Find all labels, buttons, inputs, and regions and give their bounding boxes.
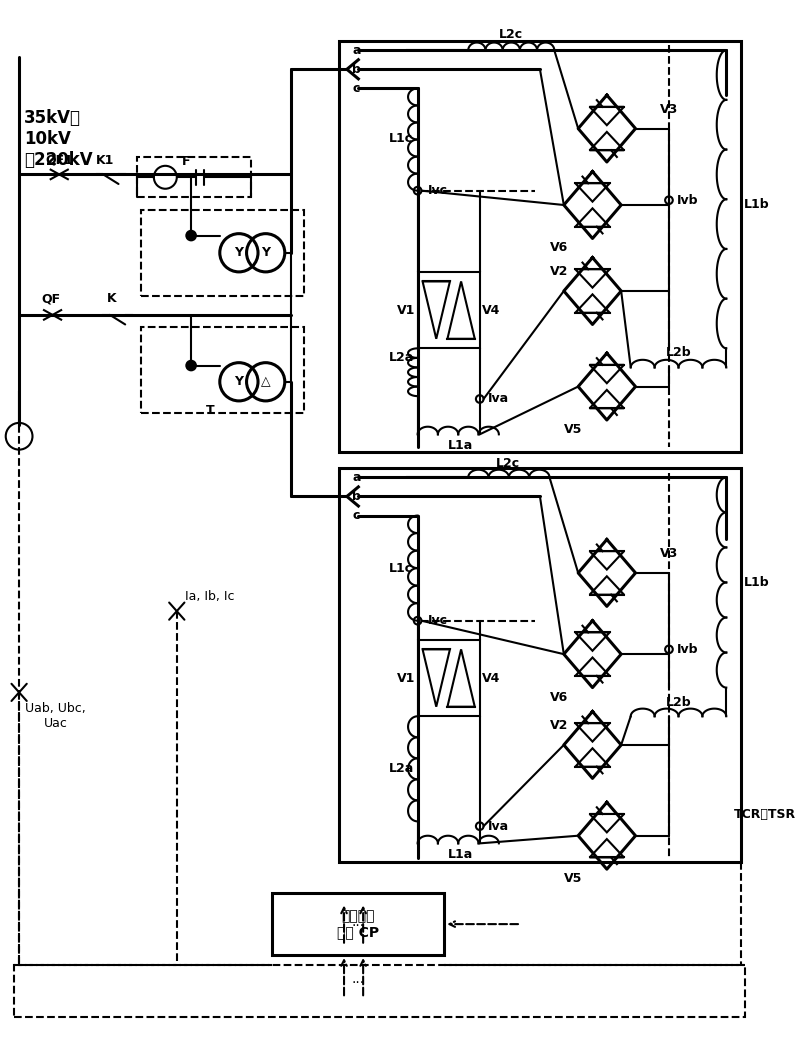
Circle shape [414, 187, 422, 194]
Text: V6: V6 [550, 242, 568, 254]
Circle shape [476, 395, 483, 402]
Circle shape [186, 231, 196, 241]
Text: F: F [182, 155, 190, 169]
Text: L1b: L1b [743, 576, 769, 589]
Text: Ivb: Ivb [677, 193, 698, 207]
Text: c: c [353, 82, 360, 95]
Text: Ivb: Ivb [677, 643, 698, 656]
Bar [137, 157, 251, 197]
Text: V4: V4 [482, 672, 500, 684]
Text: Y: Y [261, 246, 270, 260]
Text: c: c [353, 509, 360, 522]
Bar [418, 640, 480, 716]
Text: L2b: L2b [666, 696, 691, 710]
Text: V3: V3 [660, 102, 678, 116]
Text: Ivc: Ivc [428, 615, 448, 627]
Text: V4: V4 [482, 304, 500, 317]
Text: Iva: Iva [487, 393, 509, 406]
Text: a: a [352, 43, 361, 57]
Circle shape [665, 196, 673, 204]
Text: Ia, Ib, Ic: Ia, Ib, Ic [186, 590, 235, 603]
Bar [272, 893, 444, 956]
Bar [339, 40, 741, 452]
Text: L2c: L2c [496, 457, 521, 471]
Text: Y: Y [234, 375, 243, 389]
Text: b: b [352, 490, 361, 503]
Circle shape [414, 617, 422, 624]
Text: ...: ... [352, 973, 365, 986]
Circle shape [476, 823, 483, 830]
Text: V3: V3 [660, 547, 678, 561]
Text: V1: V1 [398, 304, 416, 317]
Text: V1: V1 [398, 672, 416, 684]
Text: L2a: L2a [389, 352, 414, 364]
Text: Ivc: Ivc [428, 184, 448, 197]
Bar [418, 271, 480, 348]
Text: V5: V5 [564, 872, 582, 885]
Text: L2a: L2a [389, 762, 414, 775]
Text: L1b: L1b [743, 199, 769, 211]
Text: QF1: QF1 [46, 153, 73, 167]
Text: L2b: L2b [666, 345, 691, 359]
Text: V2: V2 [550, 719, 568, 732]
Text: L1a: L1a [448, 439, 474, 452]
Text: L1c: L1c [390, 132, 414, 145]
Text: K1: K1 [96, 153, 114, 167]
Text: L1c: L1c [390, 562, 414, 574]
Circle shape [186, 361, 196, 371]
Circle shape [665, 645, 673, 654]
Bar [142, 210, 304, 296]
Text: K: K [107, 293, 117, 305]
Bar [339, 468, 741, 863]
Text: L1a: L1a [448, 848, 474, 862]
Text: QF: QF [41, 293, 60, 305]
Text: L2c: L2c [499, 29, 523, 41]
Text: Y: Y [234, 246, 243, 260]
Text: V6: V6 [550, 691, 568, 703]
Text: TCR或TSR: TCR或TSR [734, 808, 796, 822]
Text: T: T [206, 404, 214, 417]
Text: b: b [352, 62, 361, 76]
Text: V5: V5 [564, 423, 582, 436]
Text: 控制保护
系统 CP: 控制保护 系统 CP [338, 909, 379, 939]
Text: V2: V2 [550, 265, 568, 279]
Text: Iva: Iva [487, 819, 509, 833]
Bar [14, 965, 746, 1017]
Text: Uab, Ubc,
Uac: Uab, Ubc, Uac [25, 702, 86, 731]
Text: 35kV或
10kV
或220kV: 35kV或 10kV 或220kV [24, 110, 93, 169]
Text: ...: ... [352, 914, 365, 928]
Text: △: △ [261, 375, 270, 389]
Bar [142, 327, 304, 413]
Text: a: a [352, 471, 361, 484]
